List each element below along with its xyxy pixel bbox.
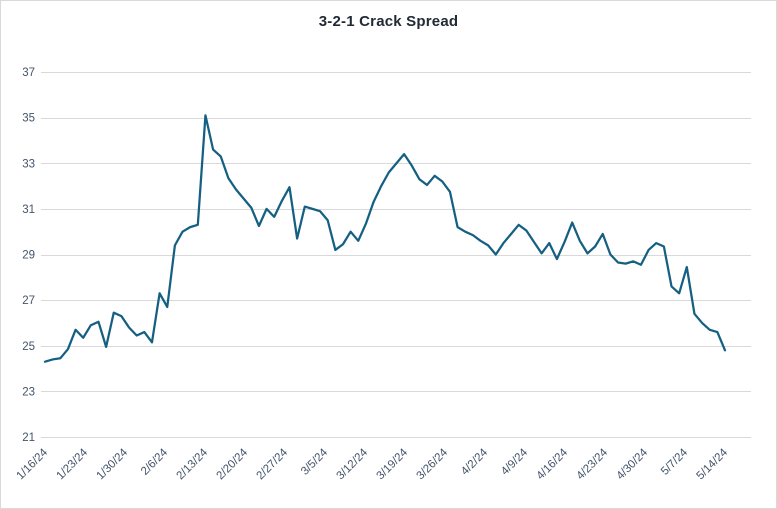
- y-tick-label: 33: [22, 158, 35, 170]
- gridlines: [41, 72, 751, 438]
- x-tick-label: 3/26/24: [415, 446, 451, 482]
- x-tick-label: 1/23/24: [55, 446, 91, 482]
- y-tick-label: 29: [22, 250, 35, 262]
- x-tick-label: 3/19/24: [375, 446, 411, 482]
- series-line: [43, 114, 727, 363]
- x-tick-label: 2/13/24: [175, 446, 211, 482]
- x-tick-label: 4/16/24: [535, 446, 571, 482]
- x-tick-label: 2/27/24: [255, 446, 291, 482]
- x-tick-label: 2/20/24: [215, 446, 251, 482]
- y-tick-label: 35: [22, 113, 35, 125]
- x-tick-label: 3/5/24: [299, 446, 331, 478]
- y-tick-label: 37: [22, 67, 35, 79]
- x-axis-labels: 1/16/24 1/23/24 1/30/24 2/6/24 2/13/24 2/20/2…: [15, 446, 731, 482]
- x-tick-label: 5/14/24: [695, 446, 731, 482]
- x-tick-label: 4/30/24: [615, 446, 651, 482]
- y-tick-label: 27: [22, 295, 35, 307]
- y-tick-label: 31: [22, 204, 35, 216]
- y-axis-labels: 21 23 25 27 29 31 33 35 37: [22, 67, 35, 444]
- chart-title: 3-2-1 Crack Spread: [318, 13, 459, 30]
- y-tick-label: 21: [22, 432, 35, 444]
- x-tick-label: 5/7/24: [659, 446, 691, 478]
- y-tick-label: 23: [22, 386, 35, 398]
- x-tick-label: 4/9/24: [499, 446, 531, 478]
- x-tick-label: 4/23/24: [575, 446, 611, 482]
- x-tick-label: 4/2/24: [459, 446, 491, 478]
- x-tick-label: 3/12/24: [335, 446, 371, 482]
- x-tick-label: 1/30/24: [95, 446, 131, 482]
- y-tick-label: 25: [22, 341, 35, 353]
- x-tick-label: 1/16/24: [15, 446, 51, 482]
- x-tick-label: 2/6/24: [139, 446, 171, 478]
